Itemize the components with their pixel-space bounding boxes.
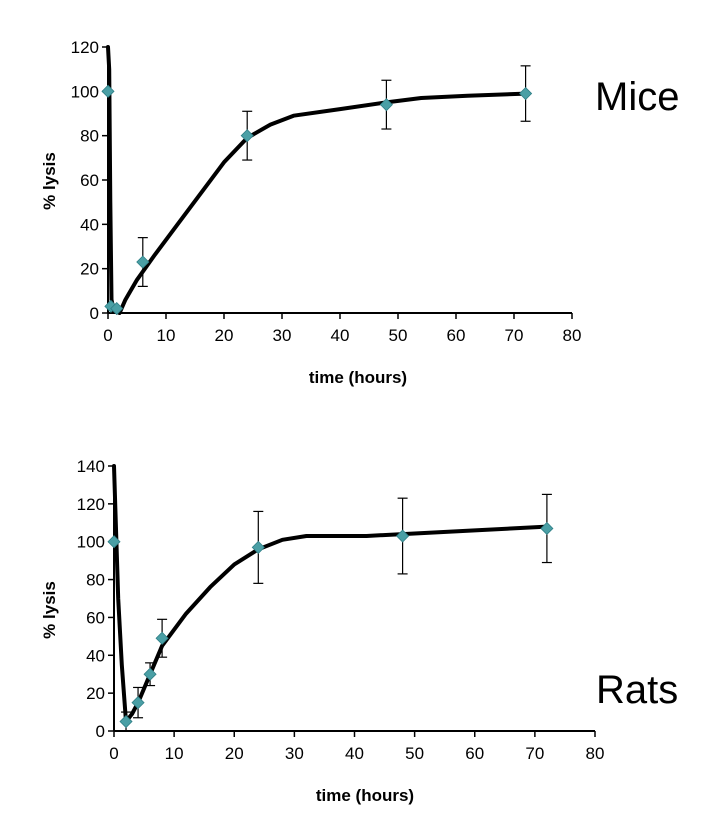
mice-x-tick-label: 0 [103, 326, 112, 345]
rats-markers [107, 521, 554, 729]
rats-y-tick-labels: 0 20 40 60 80 100 120 140 [77, 457, 105, 741]
rats-y-tick-label: 80 [86, 571, 105, 590]
mice-x-tick-labels: 0 10 20 30 40 50 60 70 80 [103, 326, 581, 345]
rats-x-tick-label: 0 [109, 744, 118, 763]
y-axis-rats [108, 465, 115, 732]
rats-title: Rats [596, 668, 678, 712]
mice-x-tick-label: 30 [273, 326, 292, 345]
rats-y-tick-label: 20 [86, 684, 105, 703]
mice-y-tick-labels: 0 20 40 60 80 100 120 [71, 38, 99, 323]
mice-y-tick-label: 80 [80, 127, 99, 146]
mice-y-tick-label: 40 [80, 215, 99, 234]
rats-y-tick-label: 40 [86, 646, 105, 665]
mice-x-tick-label: 50 [389, 326, 408, 345]
mice-x-tick-label: 80 [563, 326, 582, 345]
rats-y-tick-label: 140 [77, 457, 105, 476]
mice-curve [106, 45, 528, 315]
rats-data-point [131, 696, 145, 710]
rats-x-axis-label: time (hours) [316, 786, 414, 805]
mice-data-point [136, 255, 150, 269]
mice-y-axis-label: % lysis [40, 152, 59, 210]
mice-x-axis-label: time (hours) [309, 368, 407, 387]
mice-markers [101, 84, 533, 316]
rats-data-point [155, 631, 169, 645]
rats-y-axis-label: % lysis [40, 581, 59, 639]
rats-x-tick-label: 40 [345, 744, 364, 763]
mice-y-tick-label: 20 [80, 260, 99, 279]
mice-y-tick-label: 120 [71, 38, 99, 57]
mice-data-point [240, 129, 254, 143]
rats-x-tick-label: 30 [285, 744, 304, 763]
mice-x-tick-label: 20 [215, 326, 234, 345]
rats-y-tick-label: 120 [77, 495, 105, 514]
chart-rats: 0 20 40 60 80 100 120 140 0 10 20 30 40 50 60 70 80 tim… [40, 457, 678, 805]
mice-x-tick-label: 60 [447, 326, 466, 345]
mice-data-point [101, 84, 115, 98]
mice-x-tick-label: 70 [505, 326, 524, 345]
x-axis-mice [107, 312, 573, 319]
rats-data-point [540, 521, 554, 536]
rats-x-tick-label: 50 [405, 744, 424, 763]
rats-x-tick-label: 20 [225, 744, 244, 763]
rats-data-point [143, 667, 157, 681]
x-axis-rats [113, 730, 596, 737]
mice-data-point [379, 98, 393, 112]
mice-data-point [110, 302, 124, 316]
rats-data-point [396, 529, 410, 543]
rats-x-tick-label: 60 [465, 744, 484, 763]
rats-y-tick-label: 100 [77, 533, 105, 552]
rats-y-tick-label: 0 [96, 722, 105, 741]
rats-data-point [107, 535, 121, 549]
rats-x-tick-label: 70 [525, 744, 544, 763]
mice-title: Mice [595, 75, 679, 119]
mice-data-point [519, 86, 533, 101]
rats-data-point [119, 714, 133, 729]
rats-y-tick-label: 60 [86, 608, 105, 627]
mice-x-tick-label: 10 [157, 326, 176, 345]
mice-y-tick-label: 100 [71, 82, 99, 101]
mice-y-tick-label: 60 [80, 171, 99, 190]
mice-error-bars [137, 65, 531, 287]
rats-x-tick-label: 10 [165, 744, 184, 763]
rats-data-point [251, 540, 265, 554]
rats-x-tick-labels: 0 10 20 30 40 50 60 70 80 [109, 744, 604, 763]
mice-y-tick-label: 0 [90, 304, 99, 323]
mice-x-tick-label: 40 [331, 326, 350, 345]
chart-mice: 0 20 40 60 80 100 120 0 10 20 30 40 50 60 70 80 time (… [40, 38, 679, 387]
rats-x-tick-label: 80 [586, 744, 605, 763]
rats-curve [112, 464, 549, 724]
